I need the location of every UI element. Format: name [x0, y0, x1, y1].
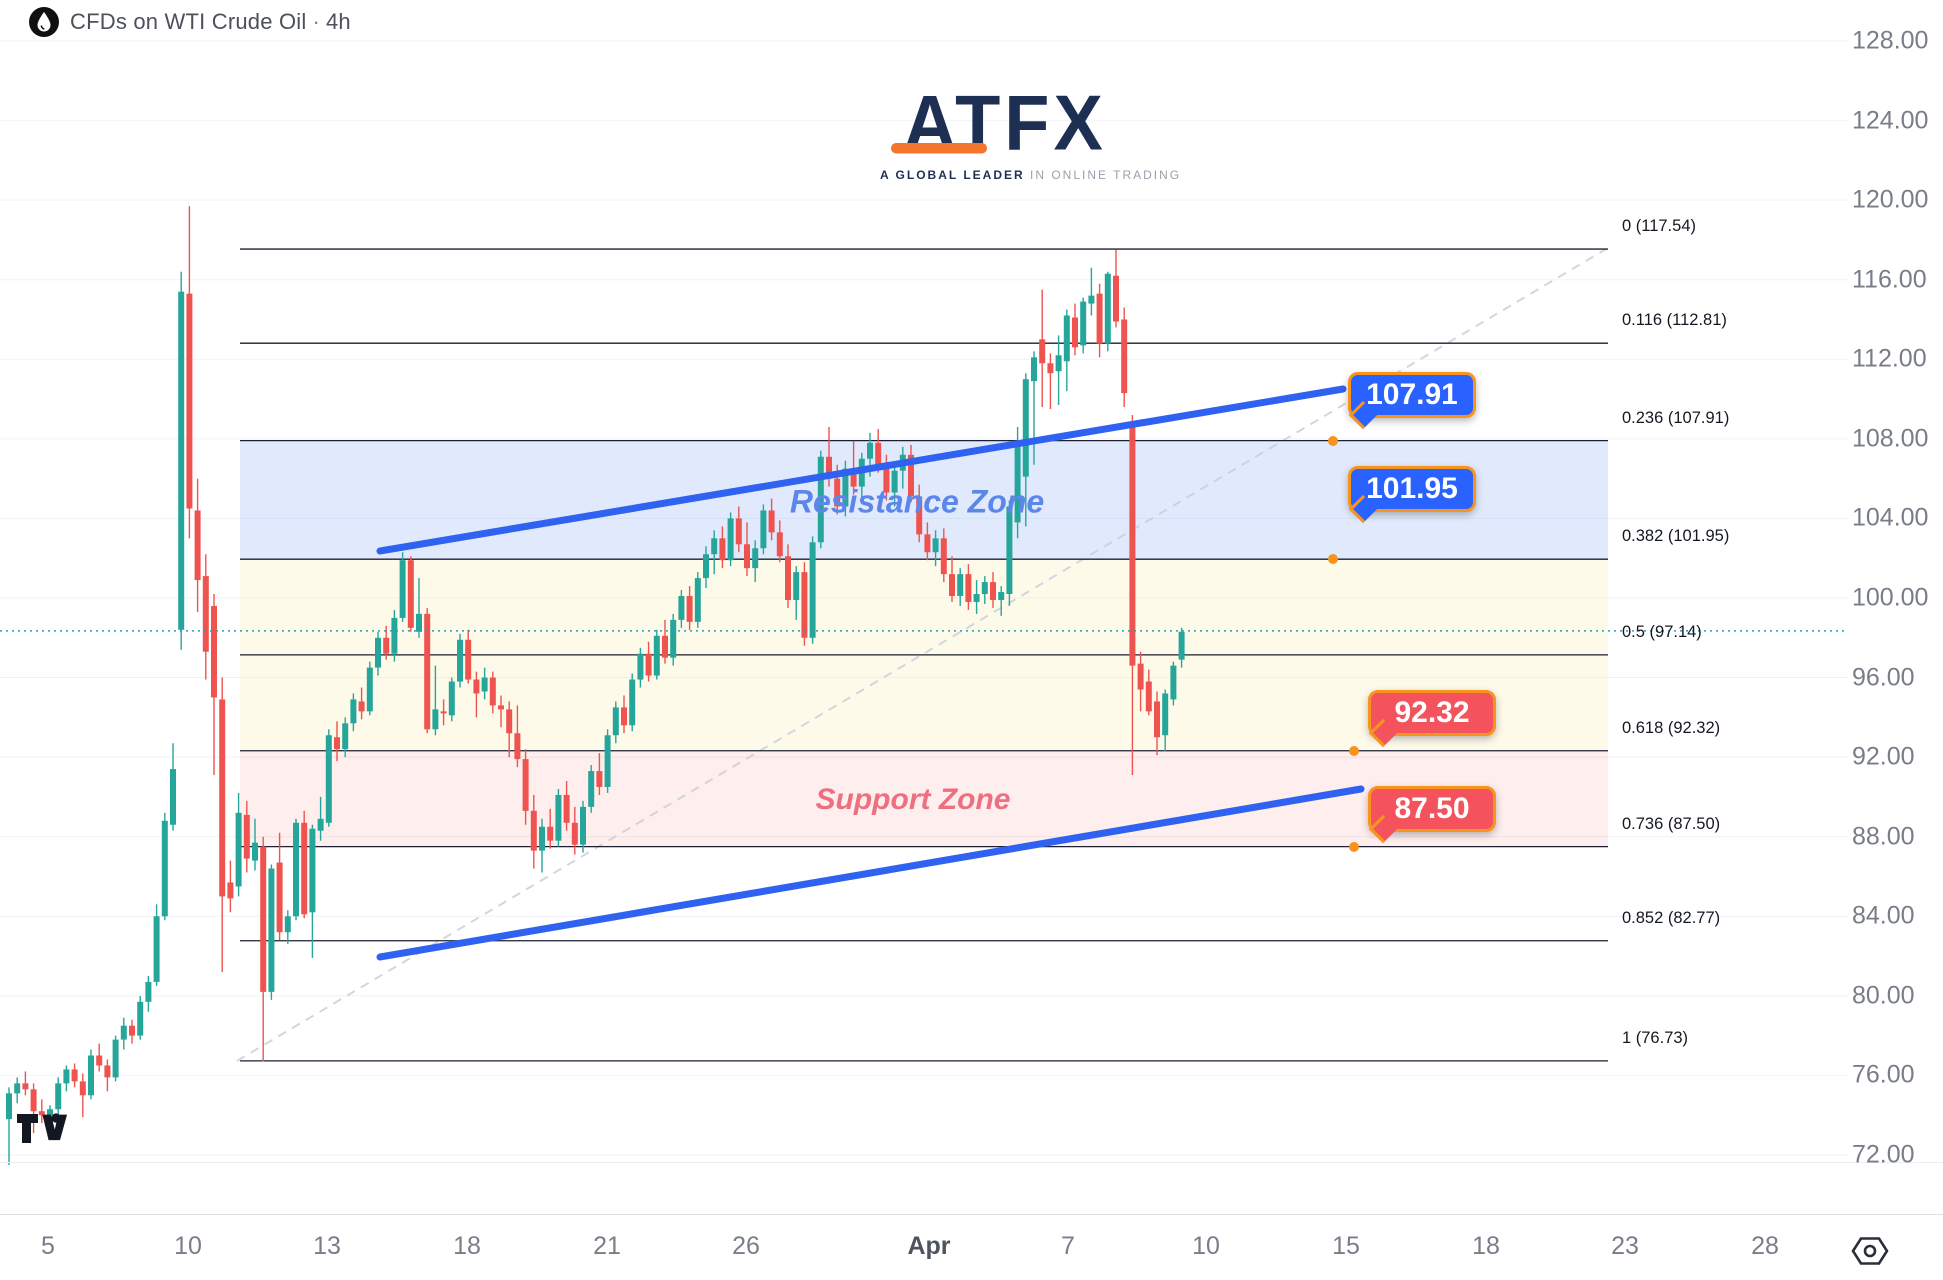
time-axis-label[interactable]: 10 [174, 1232, 202, 1260]
atfx-tagline: A GLOBAL LEADER IN ONLINE TRADING [880, 168, 1182, 182]
price-axis-label[interactable]: 76.00 [1852, 1060, 1915, 1089]
time-axis-border [0, 1214, 1943, 1215]
atfx-logo-text: ATFX [891, 84, 1107, 162]
pane-separator[interactable] [0, 1162, 1943, 1163]
time-axis-label[interactable]: 21 [593, 1232, 621, 1260]
price-axis-label[interactable]: 120.00 [1852, 185, 1929, 214]
time-axis-label[interactable]: 7 [1061, 1232, 1075, 1260]
symbol-header[interactable]: CFDs on WTI Crude Oil · 4h [28, 6, 351, 38]
price-axis-label[interactable]: 128.00 [1852, 26, 1929, 55]
price-axis-label[interactable]: 100.00 [1852, 583, 1929, 612]
price-axis-label[interactable]: 112.00 [1852, 344, 1927, 373]
title-separator: · [312, 9, 320, 34]
fib-level-label: 0 (117.54) [1622, 217, 1696, 236]
time-axis-label[interactable]: 18 [453, 1232, 481, 1260]
interval-label[interactable]: 4h [326, 9, 351, 34]
upper-channel-line[interactable] [376, 385, 1347, 555]
atfx-watermark: ATFX A GLOBAL LEADER IN ONLINE TRADING [880, 84, 1182, 182]
symbol-title[interactable]: CFDs on WTI Crude Oil · 4h [70, 9, 351, 35]
fib-level-label: 0.382 (101.95) [1622, 527, 1730, 546]
price-axis-label[interactable]: 72.00 [1852, 1140, 1915, 1169]
callout-anchor-dot [1349, 842, 1359, 852]
price-callout-87-50[interactable]: 87.50 [1368, 786, 1496, 844]
support-zone-label[interactable]: Support Zone [815, 783, 1011, 816]
price-callout-92-32[interactable]: 92.32 [1368, 690, 1496, 748]
fib-level-label: 0.736 (87.50) [1622, 814, 1721, 833]
lower-channel-line[interactable] [376, 785, 1365, 961]
time-axis-label[interactable]: 18 [1472, 1232, 1500, 1260]
time-axis-label[interactable]: 10 [1192, 1232, 1220, 1260]
time-axis-label[interactable]: 5 [41, 1232, 55, 1260]
oil-drop-icon [29, 7, 59, 37]
time-axis-label[interactable]: 13 [313, 1232, 341, 1260]
tradingview-logo [17, 1113, 68, 1143]
price-axis-label[interactable]: 92.00 [1852, 742, 1915, 771]
time-axis-label[interactable]: 15 [1332, 1232, 1360, 1260]
price-axis-label[interactable]: 124.00 [1852, 106, 1929, 135]
price-axis-label[interactable]: 84.00 [1852, 901, 1915, 930]
candles [6, 206, 1185, 1165]
price-callout-107-91[interactable]: 107.91 [1348, 372, 1476, 430]
fib-level-label: 0.618 (92.32) [1622, 718, 1721, 737]
fib-level-label: 0.852 (82.77) [1622, 908, 1721, 927]
price-axis-label[interactable]: 104.00 [1852, 503, 1929, 532]
fib-level-label: 0.5 (97.14) [1622, 622, 1702, 641]
callout-anchor-dot [1349, 746, 1359, 756]
fib-level-label: 0.236 (107.91) [1622, 408, 1730, 427]
time-axis-month-label[interactable]: Apr [907, 1232, 951, 1260]
fib-level-label: 0.116 (112.81) [1622, 311, 1727, 330]
time-axis-label[interactable]: 26 [732, 1232, 760, 1260]
gear-hexagon-icon[interactable] [1848, 1233, 1894, 1269]
price-callout-101-95[interactable]: 101.95 [1348, 466, 1476, 524]
price-axis-label[interactable]: 88.00 [1852, 822, 1915, 851]
time-axis-label[interactable]: 23 [1611, 1232, 1639, 1260]
callout-anchor-dot [1328, 436, 1338, 446]
fib-level-label: 1 (76.73) [1622, 1028, 1689, 1047]
price-axis-label[interactable]: 108.00 [1852, 424, 1929, 453]
resistance-zone-label[interactable]: Resistance Zone [789, 483, 1045, 520]
callout-anchor-dot [1328, 554, 1338, 564]
price-axis-label[interactable]: 116.00 [1852, 265, 1927, 294]
symbol-name[interactable]: CFDs on WTI Crude Oil [70, 9, 307, 34]
time-axis-label[interactable]: 28 [1751, 1232, 1779, 1260]
price-axis-label[interactable]: 80.00 [1852, 981, 1915, 1010]
atfx-logo-accent-bar [891, 142, 988, 154]
price-axis-label[interactable]: 96.00 [1852, 663, 1915, 692]
